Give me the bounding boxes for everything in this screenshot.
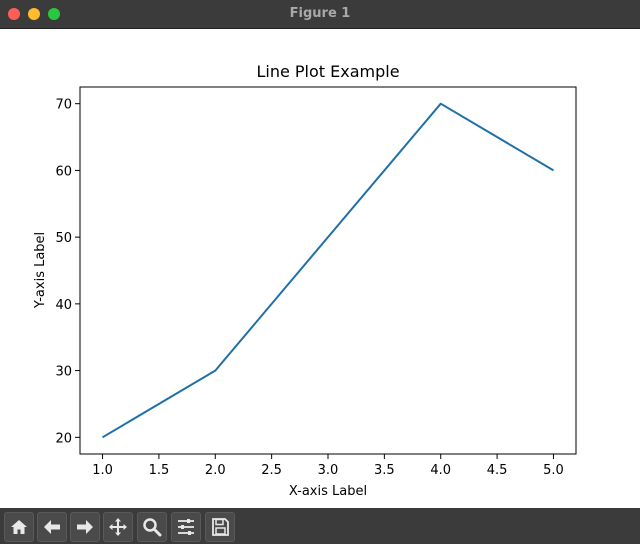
- home-icon: [11, 520, 27, 534]
- configure-subplots-icon: [178, 519, 194, 535]
- x-tick-label: 2.0: [205, 463, 226, 478]
- minimize-window-button[interactable]: [28, 8, 40, 20]
- x-axis-ticks: 1.0 1.5 2.0 2.5 3.0 3.5 4.0 4.5 5.0: [92, 454, 564, 478]
- y-tick-label: 30: [55, 365, 72, 380]
- x-tick-label: 1.5: [149, 463, 170, 478]
- close-window-button[interactable]: [8, 8, 20, 20]
- pan-move-icon: [109, 518, 127, 536]
- pan-button[interactable]: [103, 512, 133, 542]
- y-tick-label: 40: [55, 298, 72, 313]
- navigation-toolbar: [0, 508, 640, 544]
- x-tick-label: 5.0: [543, 463, 564, 478]
- back-button[interactable]: [37, 512, 67, 542]
- zoom-magnifier-icon: [143, 518, 162, 537]
- forward-button[interactable]: [70, 512, 100, 542]
- configure-subplots-button[interactable]: [171, 512, 201, 542]
- zoom-button[interactable]: [137, 512, 167, 542]
- y-tick-label: 60: [55, 164, 72, 179]
- save-button[interactable]: [205, 512, 235, 542]
- chart-title: Line Plot Example: [256, 62, 399, 81]
- y-axis-ticks: 20 30 40 50 60 70: [55, 98, 80, 446]
- save-disk-icon: [212, 518, 229, 536]
- back-arrow-icon: [44, 520, 60, 534]
- forward-arrow-icon: [77, 520, 93, 534]
- y-tick-label: 20: [55, 431, 72, 446]
- y-axis-label: Y-axis Label: [33, 232, 48, 309]
- x-tick-label: 2.5: [261, 463, 282, 478]
- line-chart: Line Plot Example X-axis Label Y-axis La…: [33, 62, 577, 499]
- plot-frame: [79, 86, 577, 455]
- x-axis-label: X-axis Label: [289, 484, 367, 499]
- series-line: [102, 102, 554, 439]
- x-tick-label: 1.0: [92, 463, 113, 478]
- y-tick-label: 50: [55, 231, 72, 246]
- x-tick-label: 4.5: [487, 463, 508, 478]
- window-titlebar: Figure 1: [0, 0, 640, 29]
- home-button[interactable]: [4, 512, 34, 542]
- maximize-window-button[interactable]: [48, 8, 60, 20]
- series-layer: [102, 102, 554, 439]
- x-tick-label: 3.0: [318, 463, 339, 478]
- x-tick-label: 4.0: [430, 463, 451, 478]
- y-tick-label: 70: [55, 98, 72, 113]
- window-title: Figure 1: [289, 6, 351, 21]
- x-tick-label: 3.5: [374, 463, 395, 478]
- figure-canvas: Line Plot Example X-axis Label Y-axis La…: [0, 29, 640, 508]
